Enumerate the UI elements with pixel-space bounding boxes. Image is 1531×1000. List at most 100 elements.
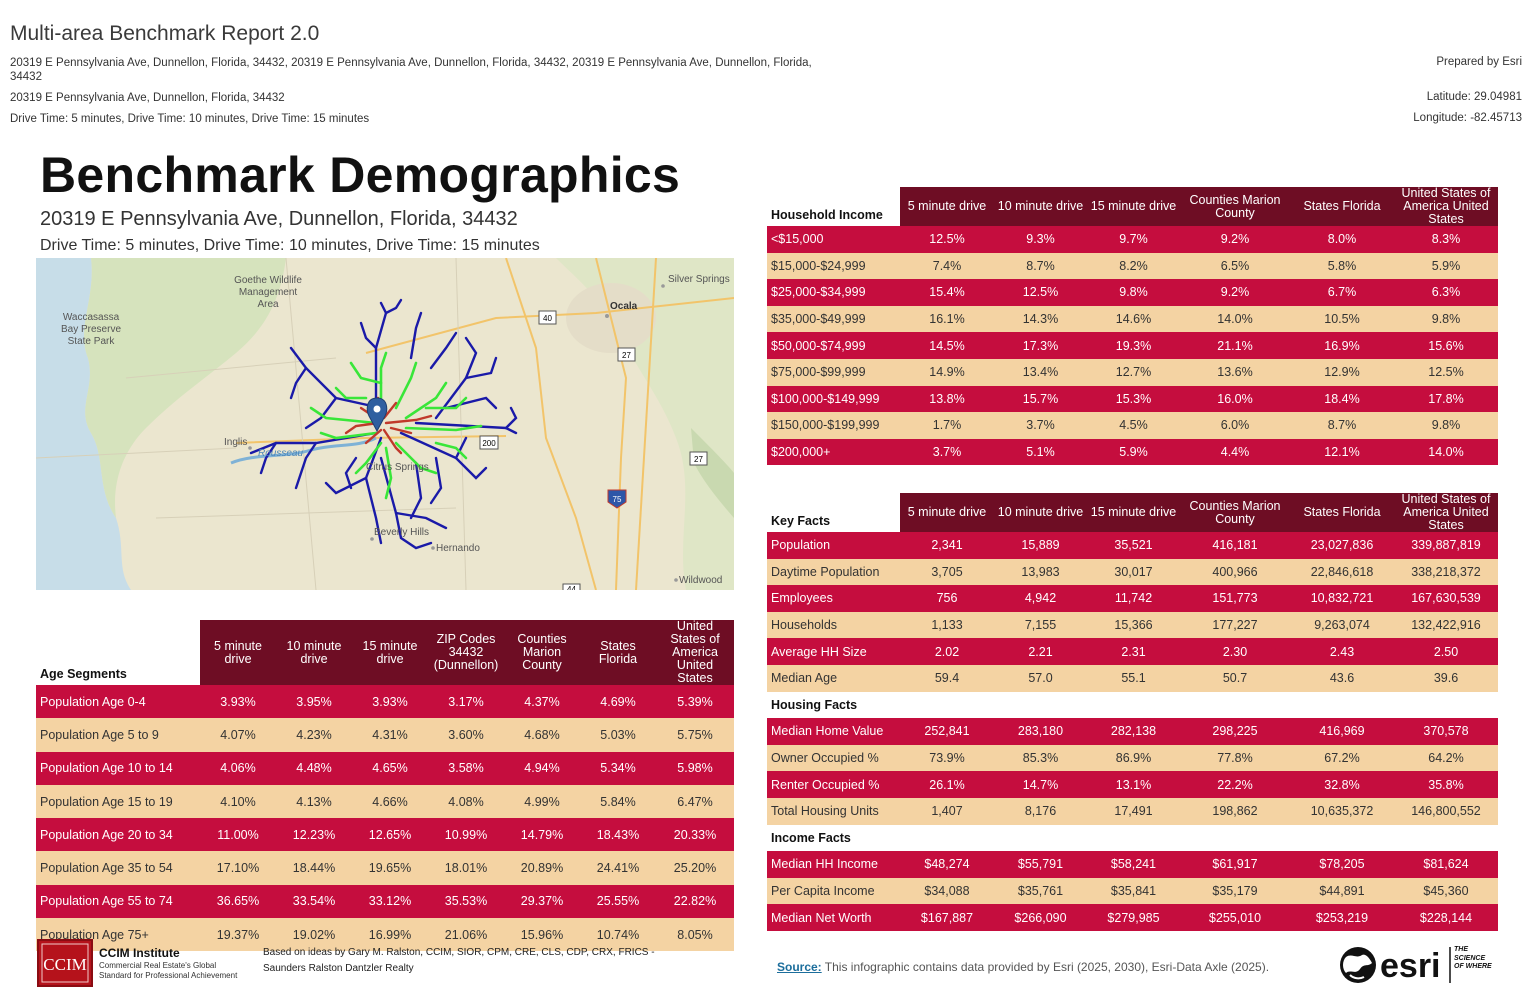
col-header: Counties Marion County	[1180, 187, 1290, 226]
map-label-citrus-springs: Citrus Springs	[366, 462, 429, 473]
esri-tagline: THE SCIENCE OF WHERE	[1454, 946, 1492, 970]
cell-value: 85.3%	[994, 744, 1087, 772]
cell-value: 2.50	[1394, 638, 1498, 665]
age-segment-row: Population Age 75+ 19.37% 19.02% 16.99% 21.0…	[36, 918, 734, 952]
map-label-wildwood: Wildwood	[679, 575, 722, 586]
age-segment-row: Population Age 20 to 34 11.00% 12.23% 12.65…	[36, 818, 734, 852]
row-label: $150,000-$199,999	[767, 412, 900, 439]
cell-value: 4.48%	[276, 751, 352, 785]
gulf-water	[36, 258, 131, 590]
cell-value: $34,088	[900, 877, 994, 905]
cell-value: 3.7%	[900, 438, 994, 466]
cell-value: $81,624	[1394, 851, 1498, 878]
cell-value: 9,263,074	[1290, 611, 1394, 639]
cell-value: 18.4%	[1290, 385, 1394, 413]
cell-value: $228,144	[1394, 904, 1498, 931]
cell-value: 35.53%	[428, 884, 504, 919]
cell-value: 2.43	[1290, 638, 1394, 665]
col-header: 5 minute drive	[200, 620, 276, 685]
col-header: 5 minute drive	[900, 187, 994, 226]
cell-value: 16.1%	[900, 305, 994, 333]
row-label: $100,000-$149,999	[767, 385, 900, 413]
cell-value: 2.02	[900, 638, 994, 665]
col-header: 10 minute drive	[994, 493, 1087, 532]
cell-value: 14.3%	[994, 305, 1087, 333]
col-header: States Florida	[580, 620, 656, 685]
cell-value: 12.5%	[1394, 358, 1498, 386]
cell-value: 3,705	[900, 558, 994, 586]
row-label: Population Age 15 to 19	[36, 784, 200, 819]
cell-value: 7.4%	[900, 252, 994, 280]
cell-value: 33.12%	[352, 884, 428, 919]
row-label: Median Age	[767, 664, 900, 692]
cell-value: 2,341	[900, 532, 994, 559]
income-bracket-row: $50,000-$74,999 14.5% 17.3% 19.3% 21.1% 16.9%…	[767, 332, 1498, 359]
cell-value: 13.1%	[1087, 771, 1180, 798]
income-bracket-row: $150,000-$199,999 1.7% 3.7% 4.5% 6.0% 8.7% 9.8…	[767, 412, 1498, 439]
income-bracket-row: $35,000-$49,999 16.1% 14.3% 14.6% 14.0% 10.5%…	[767, 305, 1498, 333]
cell-value: 3.7%	[994, 412, 1087, 439]
page-title: Benchmark Demographics	[40, 147, 681, 203]
cell-value: 12.5%	[994, 279, 1087, 306]
map-label-beverly-hills: Beverly Hills	[374, 527, 429, 538]
cell-value: 4.4%	[1180, 438, 1290, 466]
cell-value: 4,942	[994, 585, 1087, 612]
row-label: Median HH Income	[767, 851, 900, 878]
location-pin-icon[interactable]	[366, 397, 388, 433]
latitude: Latitude: 29.04981	[1426, 91, 1522, 103]
cell-value: 19.65%	[352, 851, 428, 885]
cell-value: $35,841	[1087, 877, 1180, 905]
cell-value: 8.3%	[1394, 226, 1498, 253]
row-label: Renter Occupied %	[767, 771, 900, 798]
row-label: Population Age 55 to 74	[36, 884, 200, 919]
row-label: $50,000-$74,999	[767, 332, 900, 359]
cell-value: 15.6%	[1394, 332, 1498, 359]
housing-fact-row: Total Housing Units 1,407 8,176 17,491 198,8…	[767, 797, 1498, 825]
cell-value: 7,155	[994, 611, 1087, 639]
cell-value: 8.05%	[656, 918, 734, 952]
row-label: Population Age 75+	[36, 918, 200, 952]
row-label: $15,000-$24,999	[767, 252, 900, 280]
col-header: United States of America United States	[1394, 493, 1498, 532]
row-label: Total Housing Units	[767, 797, 900, 825]
cell-value: 22.82%	[656, 884, 734, 919]
cell-value: 17,491	[1087, 797, 1180, 825]
cell-value: 10.99%	[428, 818, 504, 852]
col-header: United States of America United States	[1394, 187, 1498, 226]
ccim-tagline: Commercial Real Estate's Global Standard…	[99, 961, 238, 980]
cell-value: 16.0%	[1180, 385, 1290, 413]
cell-value: 19.02%	[276, 918, 352, 952]
cell-value: 252,841	[900, 718, 994, 745]
row-label: Population Age 10 to 14	[36, 751, 200, 785]
cell-value: 756	[900, 585, 994, 612]
source-link[interactable]: Source:	[777, 960, 822, 974]
row-label: Population Age 5 to 9	[36, 718, 200, 752]
source-note: Source: This infographic contains data p…	[777, 960, 1269, 974]
cell-value: 10.5%	[1290, 305, 1394, 333]
cell-value: 4.10%	[200, 784, 276, 819]
cell-value: 19.3%	[1087, 332, 1180, 359]
cell-value: $45,360	[1394, 877, 1498, 905]
cell-value: 21.1%	[1180, 332, 1290, 359]
wildlife-area	[84, 258, 286, 518]
cell-value: 5.34%	[580, 751, 656, 785]
cell-value: 18.01%	[428, 851, 504, 885]
age-segment-row: Population Age 15 to 19 4.10% 4.13% 4.66% 4.…	[36, 784, 734, 819]
row-label: <$15,000	[767, 226, 900, 253]
cell-value: 5.98%	[656, 751, 734, 785]
cell-value: 9.8%	[1394, 412, 1498, 439]
cell-value: 6.47%	[656, 784, 734, 819]
key-fact-row: Average HH Size 2.02 2.21 2.31 2.30 2.43 2.50	[767, 638, 1498, 665]
cell-value: 6.5%	[1180, 252, 1290, 280]
map-label-goethe: Goethe Wildlife Management Area	[234, 275, 302, 310]
cell-value: 339,887,819	[1394, 532, 1498, 559]
age-segment-row: Population Age 0-4 3.93% 3.95% 3.93% 3.17% 4.…	[36, 685, 734, 719]
cell-value: 73.9%	[900, 744, 994, 772]
svg-text:40: 40	[543, 314, 552, 323]
map-canvas: Goethe Wildlife Management Area Waccasassa…	[36, 258, 734, 590]
map-label-rousseau: Rousseau	[258, 448, 303, 459]
age-segments-title: Age Segments	[36, 620, 200, 685]
cell-value: 9.2%	[1180, 226, 1290, 253]
drive-time-map[interactable]: Goethe Wildlife Management Area Waccasassa…	[36, 258, 734, 590]
cell-value: 4.94%	[504, 751, 580, 785]
